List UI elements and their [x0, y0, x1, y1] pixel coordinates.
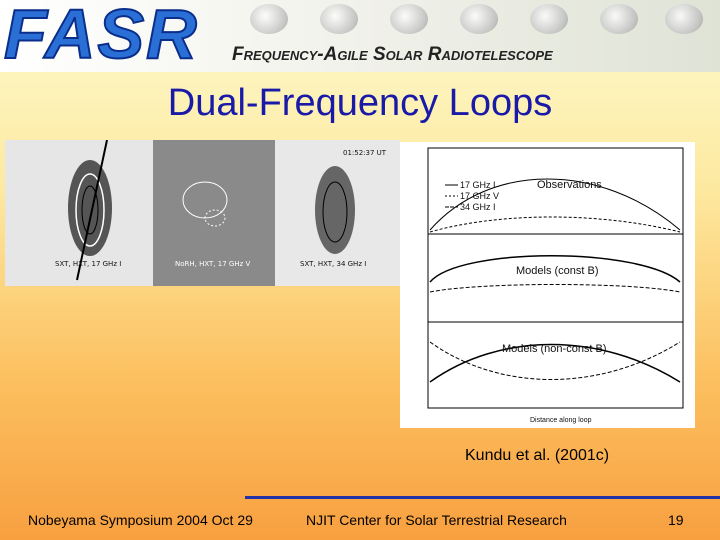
image-caption: SXT, HXT, 34 GHz I	[300, 260, 366, 268]
image-caption: NoRH, HXT, 17 GHz V	[175, 260, 250, 268]
dish-icon	[600, 4, 638, 34]
contour	[204, 209, 226, 227]
footer-left: Nobeyama Symposium 2004 Oct 29	[28, 512, 253, 528]
image-time: 01:52:37 UT	[343, 149, 387, 157]
panel-frame	[427, 321, 684, 409]
header: FASR Frequency-Agile Solar Radiotelescop…	[0, 0, 720, 74]
slide-title: Dual-Frequency Loops	[167, 82, 553, 124]
curve	[429, 216, 681, 233]
legend-label: 17 GHz I	[460, 180, 496, 190]
logo: FASR	[3, 0, 199, 74]
curve	[429, 255, 681, 283]
image-frame	[153, 140, 275, 286]
contour	[322, 181, 348, 243]
dish-icon	[460, 4, 498, 34]
image-panels: 01:52:37 UT SXT, HXT, 17 GHz I NoRH, HXT…	[5, 140, 400, 286]
plot-figure: 17 GHz I 17 GHz V 34 GHz I Observations …	[400, 142, 695, 428]
citation: Kundu et al. (2001c)	[465, 447, 610, 464]
page-number: 19	[668, 512, 684, 528]
subtitle: Frequency-Agile Solar Radiotelescope	[232, 44, 553, 65]
image-caption: SXT, HXT, 17 GHz I	[55, 260, 121, 268]
dish-icon	[530, 4, 568, 34]
dish-icon	[250, 4, 288, 34]
curve	[429, 341, 681, 380]
curve	[429, 343, 681, 383]
line	[76, 140, 108, 281]
curve	[429, 284, 681, 293]
x-axis-label: Distance along loop	[530, 417, 592, 424]
dish-icon	[320, 4, 358, 34]
panel-frame	[427, 233, 684, 323]
panel-label: Observations	[537, 179, 602, 191]
legend-label: 17 GHz V	[460, 191, 499, 201]
footer-rule	[245, 496, 720, 499]
legend-label: 34 GHz I	[460, 202, 496, 212]
dish-icon	[665, 4, 703, 34]
loop-image	[315, 166, 355, 254]
contour	[75, 173, 105, 247]
contour	[81, 185, 99, 235]
panel-label: Models (non-const B)	[502, 343, 607, 355]
footer-center: NJIT Center for Solar Terrestrial Resear…	[306, 512, 567, 528]
dish-icon	[390, 4, 428, 34]
panel-label: Models (const B)	[516, 265, 599, 277]
